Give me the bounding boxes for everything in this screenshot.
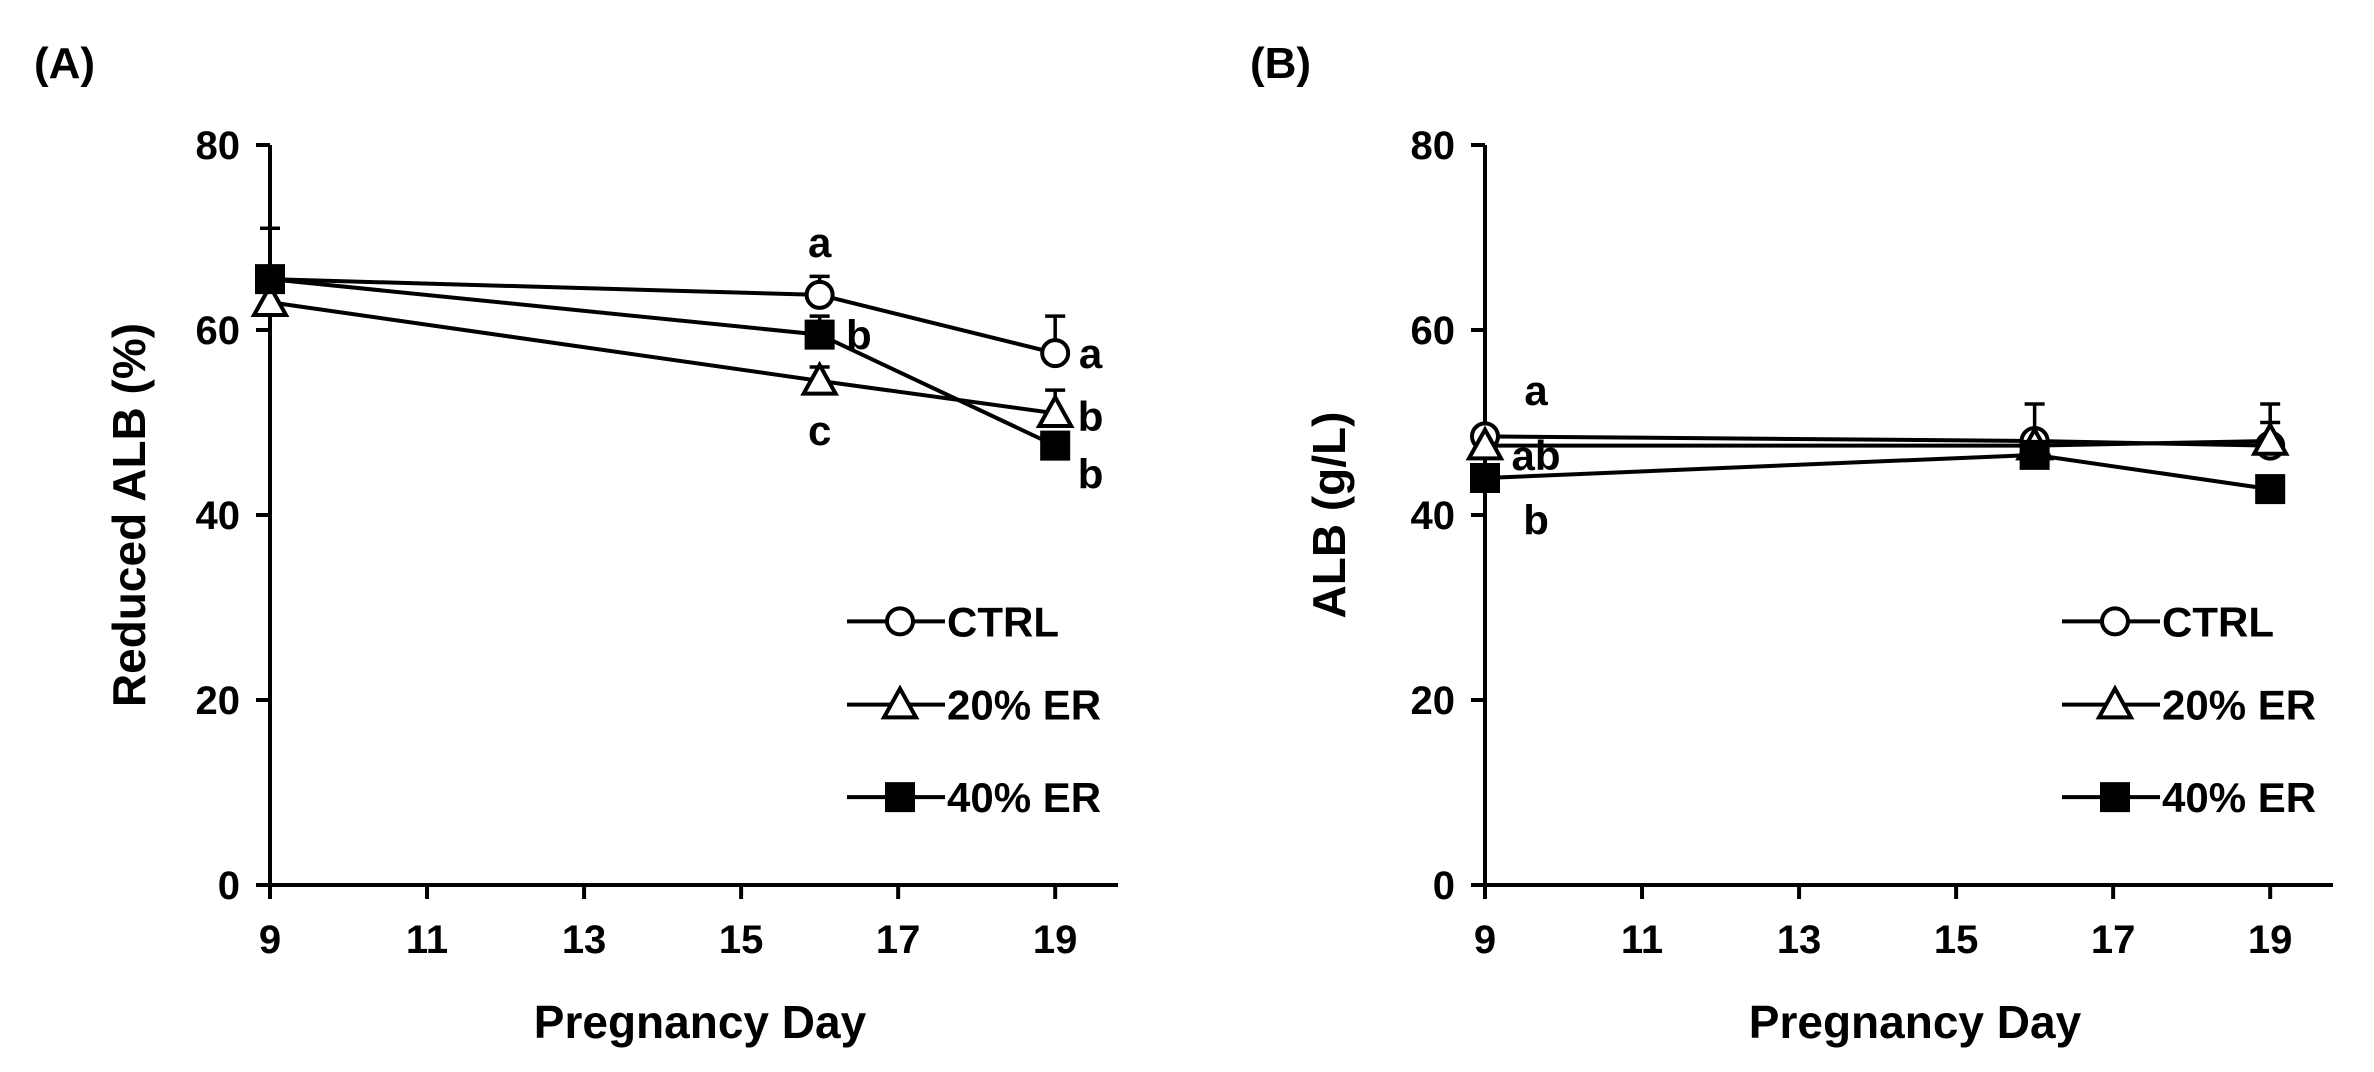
point-a-ctrl-19	[1040, 338, 1071, 369]
annotation-b-1: ab	[1512, 432, 1561, 479]
annotation-a-5: b	[1078, 450, 1104, 497]
y-tick-label-a-40: 40	[196, 494, 241, 538]
point-a-ctrl-16	[804, 279, 835, 310]
y-tick-label-b-40: 40	[1411, 494, 1456, 538]
y-tick-label-b-0: 0	[1433, 864, 1455, 908]
legend-marker-b-40pct-er	[2100, 782, 2130, 813]
legend-item-b-20pct-er: 20% ER	[2062, 682, 2316, 729]
legend-marker-b-ctrl	[2100, 606, 2130, 637]
point-a-20pct-er-19	[1035, 393, 1075, 429]
y-axis-title-b: ALB (g/L)	[1303, 412, 1355, 619]
legend-label-b-40pct-er: 40% ER	[2162, 774, 2316, 821]
y-tick-label-b-60: 60	[1411, 309, 1456, 353]
x-tick-label-a-11: 11	[406, 918, 448, 962]
point-b-20pct-er-19	[2250, 420, 2290, 456]
y-tick-label-a-80: 80	[196, 124, 241, 168]
annotation-a-3: a	[1079, 330, 1103, 377]
point-b-40pct-er-19	[2255, 474, 2286, 505]
x-ticks-b: 9 11 13 15 17 19	[1474, 885, 2293, 962]
series-points-a-20pct-er	[250, 282, 1075, 429]
legend-a: CTRL 20% ER 40% ER	[847, 598, 1101, 821]
y-ticks-a: 0 20 40 60 80	[196, 124, 270, 908]
y-ticks-b: 0 20 40 60 80	[1411, 124, 1485, 908]
legend-label-b-20pct-er: 20% ER	[2162, 682, 2316, 729]
y-tick-label-a-0: 0	[218, 864, 240, 908]
y-tick-label-b-80: 80	[1411, 124, 1456, 168]
x-tick-label-a-13: 13	[562, 918, 607, 962]
point-b-40pct-er-9	[1470, 463, 1500, 493]
y-tick-label-b-20: 20	[1411, 679, 1456, 723]
point-b-20pct-er-9	[1465, 425, 1505, 461]
point-a-20pct-er-16	[800, 360, 840, 396]
annotation-a-4: b	[1078, 393, 1104, 440]
legend-item-b-ctrl: CTRL	[2062, 598, 2274, 645]
panel-label-b: (B)	[1250, 39, 1311, 88]
legend-marker-a-40pct-er	[885, 782, 915, 813]
x-tick-label-b-19: 19	[2248, 918, 2293, 962]
x-axis-title-a: Pregnancy Day	[534, 996, 867, 1048]
point-a-40pct-er-19	[1040, 430, 1071, 461]
y-tick-label-a-20: 20	[196, 679, 241, 723]
annotation-a-2: c	[808, 407, 831, 454]
x-tick-label-b-9: 9	[1474, 918, 1496, 962]
legend-label-a-ctrl: CTRL	[947, 598, 1059, 645]
legend-item-a-20pct-er: 20% ER	[847, 682, 1101, 729]
legend-marker-a-20pct-er	[880, 684, 920, 720]
annotations-b: a ab b	[1512, 367, 1561, 544]
panel-label-a: (A)	[34, 39, 95, 88]
x-tick-label-b-17: 17	[2091, 918, 2136, 962]
point-a-20pct-er-9	[250, 282, 290, 318]
x-axis-title-b: Pregnancy Day	[1749, 996, 2082, 1048]
annotation-b-2: b	[1523, 497, 1549, 544]
point-a-40pct-er-9	[255, 264, 285, 295]
y-axis-title-a: Reduced ALB (%)	[103, 323, 155, 707]
x-ticks-a: 9 11 13 15 17 19	[259, 885, 1078, 962]
legend-marker-a-ctrl	[885, 606, 915, 637]
x-tick-label-a-9: 9	[259, 918, 281, 962]
legend-label-b-ctrl: CTRL	[2162, 598, 2274, 645]
legend-marker-b-20pct-er	[2095, 684, 2135, 720]
point-a-40pct-er-16	[804, 319, 835, 350]
y-tick-label-a-60: 60	[196, 309, 241, 353]
x-tick-label-a-15: 15	[719, 918, 764, 962]
legend-label-a-40pct-er: 40% ER	[947, 774, 1101, 821]
annotation-a-1: b	[846, 312, 872, 359]
legend-label-a-20pct-er: 20% ER	[947, 682, 1101, 729]
legend-item-a-40pct-er: 40% ER	[847, 774, 1101, 821]
series-layer-a	[250, 226, 1075, 461]
x-tick-label-a-17: 17	[876, 918, 921, 962]
x-tick-label-a-19: 19	[1033, 918, 1078, 962]
legend-item-b-40pct-er: 40% ER	[2062, 774, 2316, 821]
x-tick-label-b-11: 11	[1621, 918, 1663, 962]
legend-b: CTRL 20% ER 40% ER	[2062, 598, 2316, 821]
annotation-b-0: a	[1524, 367, 1548, 414]
x-tick-label-b-15: 15	[1934, 918, 1979, 962]
point-b-40pct-er-16	[2019, 439, 2050, 470]
series-points-b-40pct-er	[1470, 439, 2286, 505]
series-points-a-40pct-er	[255, 264, 1071, 461]
annotation-a-0: a	[808, 219, 832, 266]
series-layer-b	[1465, 402, 2290, 505]
legend-item-a-ctrl: CTRL	[847, 598, 1059, 645]
x-tick-label-b-13: 13	[1777, 918, 1822, 962]
